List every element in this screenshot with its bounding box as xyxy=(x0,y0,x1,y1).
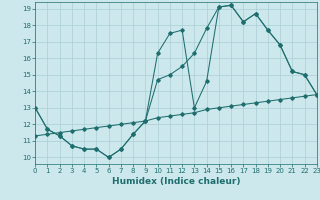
X-axis label: Humidex (Indice chaleur): Humidex (Indice chaleur) xyxy=(112,177,240,186)
